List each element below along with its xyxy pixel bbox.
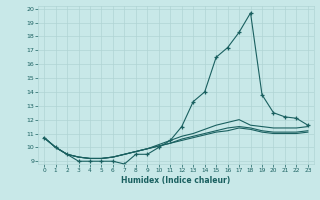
X-axis label: Humidex (Indice chaleur): Humidex (Indice chaleur)	[121, 176, 231, 185]
